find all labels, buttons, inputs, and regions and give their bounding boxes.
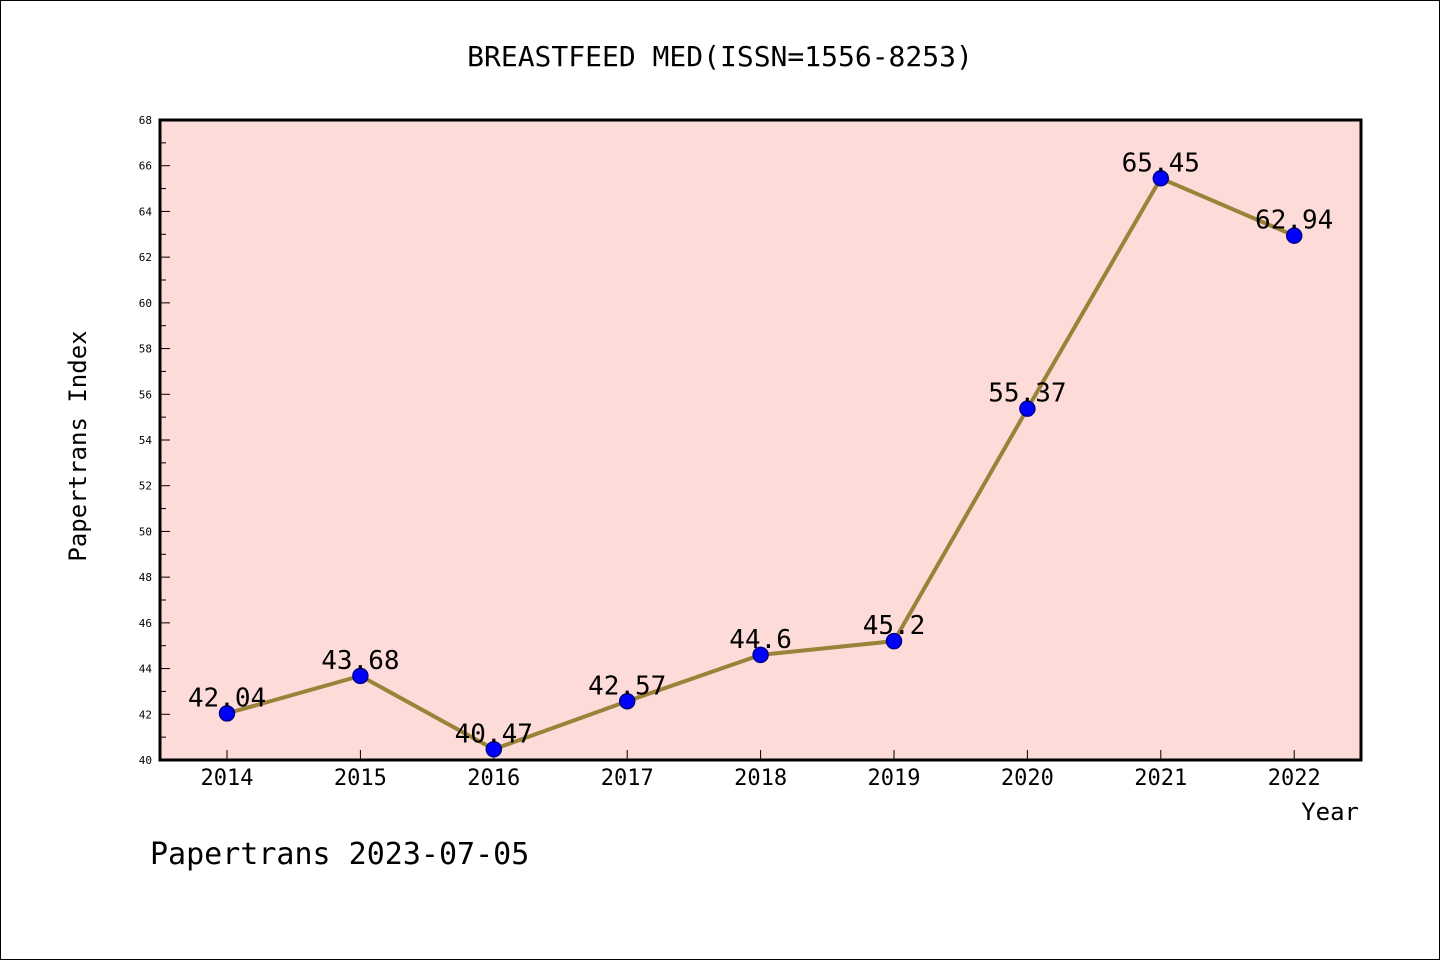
y-tick-label: 58 <box>139 343 152 356</box>
x-tick-label: 2018 <box>734 766 787 791</box>
y-tick-label: 42 <box>139 708 152 721</box>
data-label: 65.45 <box>1122 148 1200 178</box>
data-label: 62.94 <box>1255 206 1333 236</box>
footer-text: Papertrans 2023-07-05 <box>150 837 529 872</box>
x-tick-label: 2015 <box>334 766 387 791</box>
y-tick-label: 60 <box>139 297 152 310</box>
y-tick-label: 46 <box>139 617 152 630</box>
data-label: 43.68 <box>321 646 399 676</box>
data-point <box>1285 227 1303 244</box>
x-tick-label: 2017 <box>601 766 654 791</box>
x-tick-label: 2022 <box>1268 766 1321 791</box>
data-point <box>218 705 236 722</box>
x-tick-label: 2016 <box>467 766 520 791</box>
y-tick-label: 66 <box>139 160 152 173</box>
x-tick-label: 2019 <box>868 766 921 791</box>
data-point <box>485 741 503 758</box>
data-point <box>618 693 636 710</box>
data-point <box>352 667 369 685</box>
data-point <box>885 632 903 650</box>
y-tick-label: 48 <box>139 571 152 584</box>
plot-frame <box>158 118 1363 762</box>
y-tick-label: 56 <box>139 388 152 401</box>
x-axis: 2014 2015 2016 2017 2018 2019 2020 2021 2022 <box>201 750 1321 791</box>
y-tick-label: 54 <box>139 434 153 447</box>
y-tick-label: 68 <box>139 114 152 127</box>
data-point <box>1019 400 1036 417</box>
chart-title: BREASTFEED MED(ISSN=1556-8253) <box>467 40 973 73</box>
data-label: 40.47 <box>455 719 533 749</box>
y-tick-label: 62 <box>139 251 152 264</box>
y-tick-label: 64 <box>139 205 153 218</box>
x-tick-label: 2014 <box>201 766 254 791</box>
data-point <box>1152 170 1170 187</box>
x-axis-label: Year <box>1301 798 1359 826</box>
series-points <box>218 170 1303 758</box>
data-label: 42.04 <box>188 683 266 713</box>
data-label: 45.2 <box>863 611 926 641</box>
y-tick-label: 44 <box>139 663 153 676</box>
y-tick-label: 52 <box>139 480 152 493</box>
y-tick-label: 40 <box>139 754 152 767</box>
data-label: 44.6 <box>729 625 792 655</box>
y-tick-label: 50 <box>139 525 152 538</box>
data-labels: 42.04 43.68 40.47 42.57 44.6 45.2 55.37 65.45 62… <box>188 148 1333 749</box>
x-tick-label: 2021 <box>1134 766 1187 791</box>
data-label: 42.57 <box>588 671 666 701</box>
y-axis-label: Papertrans Index <box>64 330 92 561</box>
data-point <box>752 646 769 664</box>
data-label: 55.37 <box>988 379 1066 409</box>
x-tick-label: 2020 <box>1001 766 1054 791</box>
